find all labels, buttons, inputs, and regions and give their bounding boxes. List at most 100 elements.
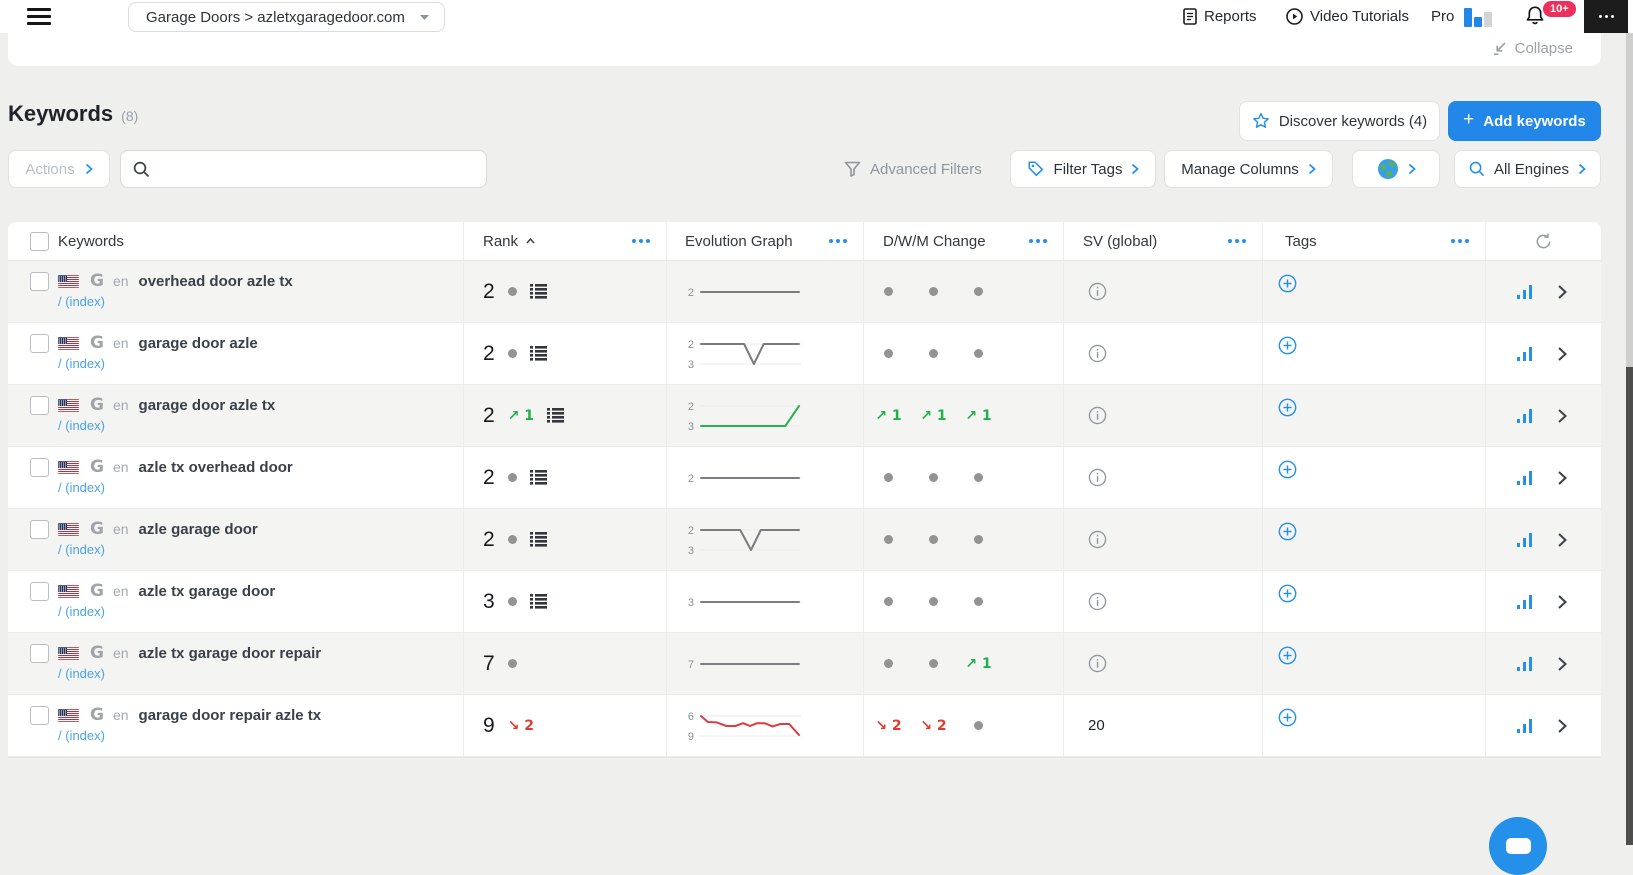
rank-column-menu[interactable] [632, 239, 650, 243]
evolution-column-menu[interactable] [829, 239, 847, 243]
pro-plan-indicator[interactable]: Pro [1431, 0, 1454, 33]
keyword-url-link[interactable]: / (index) [58, 480, 105, 495]
open-keyword-icon[interactable] [1557, 408, 1567, 424]
keyword-text[interactable]: overhead door azle tx [138, 272, 293, 290]
serp-features-icon[interactable] [529, 594, 547, 609]
filter-tags-button[interactable]: Filter Tags [1010, 150, 1156, 188]
row-checkbox[interactable] [30, 581, 49, 601]
video-tutorials-link[interactable]: Video Tutorials [1286, 0, 1409, 33]
add-tag-button[interactable] [1278, 646, 1297, 665]
open-keyword-icon[interactable] [1557, 470, 1567, 486]
scrollbar-track[interactable] [1626, 33, 1633, 845]
add-tag-icon [1278, 522, 1297, 541]
row-checkbox[interactable] [30, 271, 49, 291]
reset-icon[interactable] [1534, 232, 1553, 251]
add-tag-button[interactable] [1278, 522, 1297, 541]
keyword-text[interactable]: azle garage door [138, 520, 258, 538]
row-checkbox[interactable] [30, 519, 49, 539]
notifications-bell[interactable] [1524, 4, 1550, 30]
discover-keywords-button[interactable]: Discover keywords (4) [1239, 101, 1440, 141]
header-rank[interactable]: Rank [464, 222, 667, 260]
dwm-column-menu[interactable] [1029, 239, 1047, 243]
keyword-url-link[interactable]: / (index) [58, 666, 105, 681]
keyword-stats-icon[interactable] [1517, 656, 1534, 672]
actions-dropdown[interactable]: Actions [8, 150, 110, 188]
keyword-stats-icon[interactable] [1517, 346, 1534, 362]
reports-link[interactable]: Reports [1183, 0, 1257, 33]
info-icon[interactable] [1088, 282, 1107, 301]
usage-bars[interactable] [1464, 0, 1492, 33]
open-keyword-icon[interactable] [1557, 594, 1567, 610]
info-icon[interactable] [1088, 592, 1107, 611]
all-engines-button[interactable]: All Engines [1454, 150, 1601, 188]
keyword-text[interactable]: garage door azle tx [138, 396, 276, 414]
row-checkbox[interactable] [30, 643, 49, 663]
open-keyword-icon[interactable] [1557, 346, 1567, 362]
advanced-filters-button[interactable]: Advanced Filters [844, 150, 982, 188]
keyword-stats-icon[interactable] [1517, 408, 1534, 424]
location-selector-button[interactable] [1352, 150, 1440, 188]
row-checkbox[interactable] [30, 457, 49, 477]
serp-features-icon[interactable] [547, 408, 565, 423]
row-checkbox[interactable] [30, 705, 49, 725]
serp-features-icon[interactable] [529, 284, 547, 299]
sv-column-menu[interactable] [1228, 239, 1246, 243]
select-all-checkbox[interactable] [30, 231, 49, 251]
manage-columns-button[interactable]: Manage Columns [1164, 150, 1333, 188]
keyword-url-link[interactable]: / (index) [58, 356, 105, 371]
info-icon[interactable] [1088, 468, 1107, 487]
keyword-url-link[interactable]: / (index) [58, 418, 105, 433]
keyword-text[interactable]: azle tx overhead door [138, 458, 293, 476]
info-icon[interactable] [1088, 654, 1107, 673]
sv-cell [1064, 633, 1263, 694]
serp-features-icon[interactable] [529, 346, 547, 361]
keyword-stats-icon[interactable] [1517, 470, 1534, 486]
keyword-stats-icon[interactable] [1517, 594, 1534, 610]
chat-bubble-icon [1506, 838, 1531, 854]
collapse-button[interactable]: Collapse [1492, 40, 1573, 57]
add-tag-button[interactable] [1278, 460, 1297, 479]
hamburger-menu-icon[interactable] [27, 8, 51, 25]
us-flag-icon [58, 522, 79, 536]
keyword-stats-icon[interactable] [1517, 532, 1534, 548]
add-tag-button[interactable] [1278, 336, 1297, 355]
row-checkbox[interactable] [30, 333, 49, 353]
open-keyword-icon[interactable] [1557, 532, 1567, 548]
keyword-stats-icon[interactable] [1517, 718, 1534, 734]
keyword-text[interactable]: azle tx garage door repair [138, 644, 322, 662]
keyword-search-box[interactable] [120, 150, 487, 188]
keyword-url-link[interactable]: / (index) [58, 604, 105, 619]
serp-features-icon[interactable] [529, 532, 547, 547]
project-selector[interactable]: Garage Doors > azletxgaragedoor.com [128, 2, 445, 32]
keyword-text[interactable]: garage door azle [138, 334, 258, 352]
add-tag-button[interactable] [1278, 708, 1297, 727]
keyword-text[interactable]: garage door repair azle tx [138, 706, 322, 724]
chat-widget-button[interactable] [1489, 817, 1547, 875]
open-keyword-icon[interactable] [1557, 718, 1567, 734]
info-icon[interactable] [1088, 406, 1107, 425]
keyword-stats-icon[interactable] [1517, 284, 1534, 300]
add-tag-button[interactable] [1278, 398, 1297, 417]
overflow-menu-button[interactable] [1584, 0, 1628, 33]
keyword-url-link[interactable]: / (index) [58, 542, 105, 557]
funnel-icon [844, 161, 861, 177]
info-icon[interactable] [1088, 530, 1107, 549]
open-keyword-icon[interactable] [1557, 284, 1567, 300]
notification-badge[interactable]: 10+ [1543, 1, 1576, 17]
steady-dot-icon [507, 473, 517, 482]
serp-features-icon[interactable] [529, 470, 547, 485]
keyword-url-link[interactable]: / (index) [58, 728, 105, 743]
info-icon[interactable] [1088, 344, 1107, 363]
keyword-text[interactable]: azle tx garage door [138, 582, 276, 600]
scrollbar-thumb[interactable] [1626, 367, 1633, 845]
add-keywords-button[interactable]: + Add keywords [1448, 101, 1601, 141]
open-keyword-icon[interactable] [1557, 656, 1567, 672]
add-tag-button[interactable] [1278, 274, 1297, 293]
add-tag-button[interactable] [1278, 584, 1297, 603]
search-input[interactable] [159, 159, 474, 179]
row-checkbox[interactable] [30, 395, 49, 415]
tags-column-menu[interactable] [1451, 239, 1469, 243]
keyword-url-link[interactable]: / (index) [58, 294, 105, 309]
